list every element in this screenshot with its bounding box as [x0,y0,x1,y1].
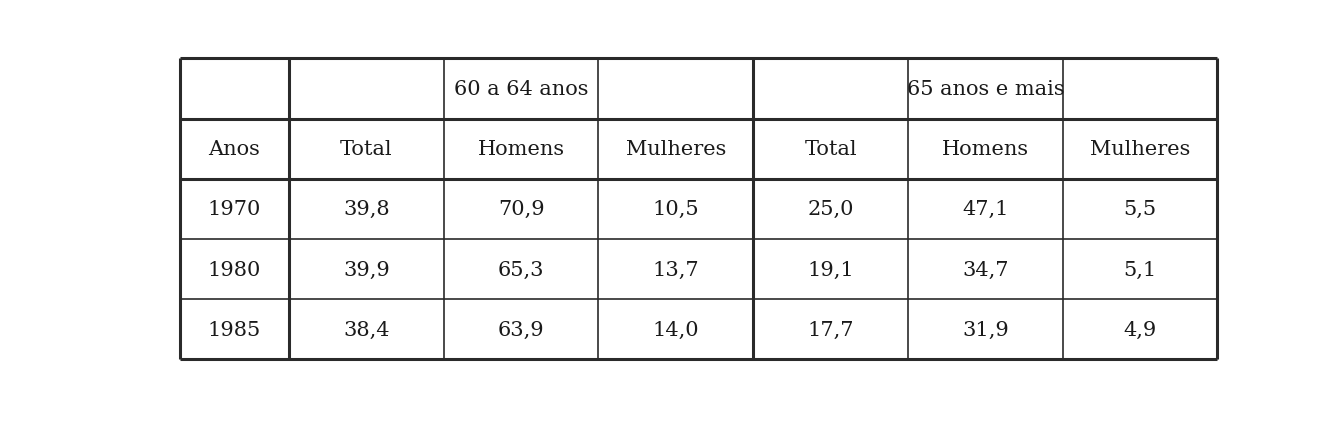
Text: 39,9: 39,9 [343,260,390,279]
Text: 1980: 1980 [208,260,261,279]
Text: 25,0: 25,0 [807,200,854,219]
Text: 5,1: 5,1 [1123,260,1156,279]
Text: 39,8: 39,8 [343,200,390,219]
Text: 1985: 1985 [208,320,261,339]
Text: 10,5: 10,5 [653,200,699,219]
Text: 47,1: 47,1 [962,200,1009,219]
Text: 63,9: 63,9 [497,320,544,339]
Text: Homens: Homens [942,140,1029,159]
Text: 5,5: 5,5 [1123,200,1156,219]
Text: 4,9: 4,9 [1123,320,1156,339]
Text: Mulheres: Mulheres [626,140,726,159]
Text: Mulheres: Mulheres [1089,140,1190,159]
Text: 60 a 64 anos: 60 a 64 anos [454,80,588,99]
Text: Homens: Homens [477,140,564,159]
Text: Total: Total [340,140,393,159]
Text: Anos: Anos [209,140,260,159]
Text: 65 anos e mais: 65 anos e mais [906,80,1064,99]
Text: 38,4: 38,4 [343,320,390,339]
Text: 70,9: 70,9 [497,200,544,219]
Text: 34,7: 34,7 [962,260,1009,279]
Text: 17,7: 17,7 [807,320,854,339]
Text: 1970: 1970 [208,200,261,219]
Text: 13,7: 13,7 [653,260,699,279]
Text: 31,9: 31,9 [962,320,1009,339]
Text: 19,1: 19,1 [807,260,854,279]
Text: Total: Total [804,140,856,159]
Text: 65,3: 65,3 [498,260,544,279]
Text: 14,0: 14,0 [653,320,699,339]
